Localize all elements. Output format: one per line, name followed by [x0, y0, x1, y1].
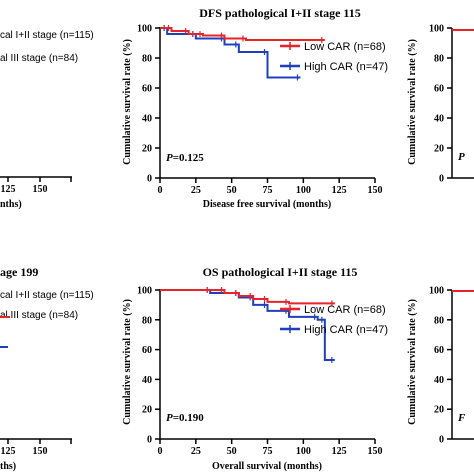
- dfs-chart: DFS pathological I+II stage 115 Cumulati…: [122, 6, 388, 210]
- right-bottom-ylabel: Cumulative survival rate (%): [407, 299, 418, 425]
- right-y-tick-label: 20: [434, 405, 444, 416]
- right-y-tick-label: 80: [434, 315, 444, 326]
- right-top-p-part: P: [458, 151, 465, 163]
- dfs-x-tick-label: 75: [263, 185, 273, 196]
- left-top-tick-label: 150: [33, 184, 48, 195]
- dfs-p-value: P=0.125: [166, 152, 204, 164]
- os-y-tick-label: 60: [142, 345, 152, 356]
- os-x-tick-label: 125: [332, 446, 347, 457]
- dfs-legend-label: High CAR (n=47): [304, 61, 388, 73]
- left-bottom-tick-label: 150: [33, 446, 48, 457]
- dfs-x-tick-label: 100: [296, 185, 311, 196]
- left-top-legend-2: al III stage (n=84): [0, 53, 78, 64]
- right-y-tick-label: 20: [434, 144, 444, 155]
- dfs-x-tick-label: 125: [332, 185, 347, 196]
- right-y-tick-label: 0: [439, 174, 444, 185]
- left-top-tick-label: 125: [1, 184, 16, 195]
- dfs-x-axis-label: Disease free survival (months): [203, 199, 331, 210]
- os-y-tick-label: 40: [142, 375, 152, 386]
- dfs-y-tick-label: 0: [147, 174, 152, 185]
- dfs-series-high-car-line: [160, 27, 301, 79]
- right-y-tick-label: 0: [439, 435, 444, 446]
- dfs-x-tick-label: 25: [191, 185, 201, 196]
- right-y-tick-label: 40: [434, 114, 444, 125]
- os-chart: OS pathological I+II stage 115 Cumulativ…: [122, 265, 388, 472]
- dfs-x-tick-label: 0: [158, 185, 163, 196]
- left-bottom-xlabel-part: ths): [0, 461, 16, 472]
- os-x-tick-label: 0: [158, 446, 163, 457]
- os-legend-label: Low CAR (n=68): [304, 304, 386, 316]
- right-bottom-p-part: F: [457, 412, 466, 424]
- dfs-p-rest: =0.125: [173, 152, 205, 164]
- os-y-tick-label: 100: [137, 286, 152, 297]
- os-x-axis-label: Overall survival (months): [212, 461, 322, 472]
- os-y-tick-label: 20: [142, 405, 152, 416]
- os-x-tick-label: 150: [368, 446, 383, 457]
- dfs-y-tick-label: 80: [142, 54, 152, 65]
- right-y-tick-label: 60: [434, 345, 444, 356]
- os-x-tick-label: 50: [227, 446, 237, 457]
- os-y-tick-label: 0: [147, 435, 152, 446]
- dfs-chart-title: DFS pathological I+II stage 115: [199, 6, 361, 20]
- os-series-low-car-line: [160, 289, 335, 305]
- dfs-y-tick-label: 20: [142, 144, 152, 155]
- left-fragment-top: cal I+II stage (n=115) al III stage (n=8…: [0, 30, 94, 210]
- right-y-tick-label: 100: [429, 286, 444, 297]
- left-top-xlabel-part: nths): [0, 199, 22, 210]
- right-y-tick-label: 80: [434, 54, 444, 65]
- dfs-y-tick-label: 100: [137, 24, 152, 35]
- left-bottom-legend-2: al III stage (n=84): [0, 310, 78, 321]
- os-y-axis-label: Cumulative survival rate (%): [122, 299, 133, 425]
- os-legend-label: High CAR (n=47): [304, 324, 388, 336]
- right-top-ylabel: Cumulative survival rate (%): [407, 39, 418, 165]
- dfs-y-tick-label: 40: [142, 114, 152, 125]
- left-fragment-bottom: age 199 cal I+II stage (n=115) al III st…: [0, 265, 94, 472]
- os-p-letter: P: [166, 412, 173, 424]
- dfs-y-tick-label: 60: [142, 84, 152, 95]
- right-bottom-ticks: 100 80 60 40 20 0: [429, 286, 452, 446]
- left-bottom-legend-1: cal I+II stage (n=115): [0, 290, 94, 301]
- right-fragment-top: Cumulative survival rate (%) 100 80 60 40 20…: [407, 24, 474, 185]
- os-y-tick-label: 80: [142, 315, 152, 326]
- right-y-tick-label: 100: [429, 24, 444, 35]
- os-x-tick-label: 25: [191, 446, 201, 457]
- os-x-tick-label: 75: [263, 446, 273, 457]
- right-y-tick-label: 60: [434, 84, 444, 95]
- dfs-series-low-car-line: [160, 27, 325, 41]
- right-fragment-bottom: Cumulative survival rate (%) 100 80 60 40 20…: [407, 286, 474, 446]
- os-p-value: P=0.190: [166, 412, 204, 424]
- dfs-x-tick-label: 150: [368, 185, 383, 196]
- os-p-rest: =0.190: [173, 412, 205, 424]
- dfs-x-tick-label: 50: [227, 185, 237, 196]
- left-top-legend-1: cal I+II stage (n=115): [0, 30, 94, 41]
- os-x-tick-label: 100: [296, 446, 311, 457]
- os-chart-title: OS pathological I+II stage 115: [203, 265, 358, 279]
- right-y-tick-label: 40: [434, 375, 444, 386]
- right-top-ticks: 100 80 60 40 20 0: [429, 24, 452, 185]
- left-bottom-title-part: age 199: [0, 265, 38, 279]
- dfs-legend-label: Low CAR (n=68): [304, 41, 386, 53]
- left-bottom-tick-label: 125: [1, 446, 16, 457]
- dfs-p-letter: P: [166, 152, 173, 164]
- dfs-y-axis-label: Cumulative survival rate (%): [122, 39, 133, 165]
